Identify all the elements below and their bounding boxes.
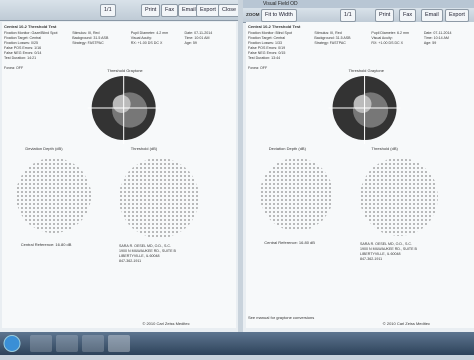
- chrome-icon[interactable]: [82, 335, 104, 352]
- graytone-title: Threshold Graytone: [107, 68, 143, 73]
- export-button[interactable]: Export: [196, 4, 220, 17]
- report-field: Time: 10:14 AM: [423, 36, 449, 40]
- explorer-icon[interactable]: [56, 335, 78, 352]
- window-title: Visual Field OD: [243, 0, 474, 8]
- right-window: Visual Field OD ZOOM Fit to Width 1/1 Pr…: [243, 0, 474, 332]
- graytone-title: Threshold Graytone: [348, 68, 384, 73]
- export-button[interactable]: Export: [445, 9, 469, 22]
- report-field: False NEG Errors: 0/15: [248, 51, 286, 55]
- report-field: Background: 31.5 ASB: [72, 36, 109, 40]
- taskbar-icons: [3, 335, 130, 352]
- address-line: LIBERTYVILLE, IL 60048: [119, 253, 160, 258]
- ie-icon[interactable]: [30, 335, 52, 352]
- address-line: 1900 N MILWAUKEE RD., SUITE B: [360, 246, 417, 251]
- zoom-label: ZOOM: [246, 12, 260, 17]
- start-button[interactable]: [3, 335, 21, 352]
- email-button[interactable]: Email: [421, 9, 443, 22]
- test-name: Central 10-2 Threshold Test: [4, 24, 57, 29]
- report-field: Strategy: FASTPAC: [72, 41, 104, 45]
- deviation-title: Deviation Depth (dB): [268, 146, 306, 151]
- report-field: RX: +1.00 DS DC X: [371, 41, 404, 45]
- report-field: Age: 59: [184, 41, 197, 45]
- deviation-title: Deviation Depth (dB): [25, 146, 63, 151]
- report-field: Fixation Target: Central: [4, 36, 42, 40]
- report-field: Background: 31.5 ASB: [314, 36, 351, 40]
- report: Central 10-2 Threshold Test Fixation Moni…: [2, 22, 236, 328]
- report-field: Fixation Losses: 1/33: [248, 41, 282, 45]
- report-field: Fixation Monitor: Blind Spot: [248, 31, 292, 35]
- report-field: Strategy: FASTPAC: [314, 41, 346, 45]
- report-field: Fixation Target: Central: [248, 36, 286, 40]
- toolbar: 1/1 Print Fax Email Export Close: [0, 0, 238, 21]
- address-line: SARA R. OESEL MD, O.D., S.C.: [360, 241, 412, 246]
- address-line: SARA R. OESEL MD, O.D., S.C.: [119, 243, 171, 248]
- report-field: Visual Acuity:: [130, 36, 152, 40]
- report-field: Pupil Diameter: 6.2 mm: [371, 31, 409, 35]
- report-field: Date: 07-11-2014: [184, 31, 213, 35]
- report-field: False NEG Errors: 0/14: [4, 51, 42, 55]
- close-button[interactable]: Close: [218, 4, 238, 17]
- page-indicator: 1/1: [100, 4, 116, 17]
- note: See manual for graytone conversions: [248, 315, 315, 320]
- report-field: Stimulus: III, Red: [72, 31, 100, 35]
- threshold-title: Threshold (dB): [130, 146, 158, 151]
- report-field: Fixation Monitor: Gaze/Blind Spot: [4, 31, 58, 35]
- print-button[interactable]: Print: [375, 9, 395, 22]
- footer: © 2010 Carl Zeiss Meditec: [142, 321, 190, 326]
- report-field: Stimulus: III, Red: [314, 31, 342, 35]
- report-field: False POS Errors: 0/19: [248, 46, 286, 50]
- address-line: LIBERTYVILLE, IL 60048: [360, 251, 401, 256]
- graytone-plot: [328, 72, 401, 144]
- threshold-title: Threshold (dB): [371, 146, 398, 151]
- test-name: Central 10-2 Threshold Test: [248, 24, 301, 29]
- report-field: Date: 07-11-2014: [423, 31, 452, 35]
- report: Central 10-2 Threshold Test Fixation Moni…: [246, 22, 474, 328]
- report-field: RX: +1.00 DS DC X: [130, 41, 163, 45]
- deviation-grid: [259, 158, 333, 231]
- report-field: Age: 59: [423, 41, 437, 45]
- address-line: 847-362-1911: [360, 256, 383, 261]
- print-button[interactable]: Print: [141, 4, 161, 17]
- central-reference: Central Reference: 16.80 dB: [264, 239, 315, 245]
- report-field: Visual Acuity:: [371, 36, 393, 40]
- report-field: Pupil Diameter: 4.2 mm: [130, 31, 169, 35]
- threshold-grid: [119, 158, 199, 238]
- address-line: 847-362-1911: [119, 258, 142, 263]
- footer: © 2010 Carl Zeiss Meditec: [382, 321, 430, 326]
- report-field: Test Duration: 13:44: [248, 56, 281, 60]
- report-field: Time: 10:01 AM: [184, 36, 210, 40]
- address-line: 1900 N MILWAUKEE RD., SUITE B: [119, 248, 176, 253]
- graytone-plot: [87, 72, 160, 144]
- report-field: False POS Errors: 1/16: [4, 46, 42, 50]
- toolbar: ZOOM Fit to Width 1/1 Print Fax Email Ex…: [243, 8, 474, 23]
- central-reference: Central Reference: 16.80 dB: [20, 241, 72, 247]
- page-indicator: 1/1: [340, 9, 356, 22]
- zoom-select[interactable]: Fit to Width: [261, 9, 297, 22]
- taskbar: [0, 332, 474, 355]
- fax-button[interactable]: Fax: [399, 9, 417, 22]
- report-field: Fovea: OFF: [4, 66, 24, 70]
- report-field: Fixation Losses: 0/25: [4, 41, 38, 45]
- report-field: Fovea: OFF: [248, 66, 268, 70]
- threshold-grid: [360, 158, 438, 236]
- deviation-grid: [16, 158, 91, 233]
- report-field: Test Duration: 14:21: [4, 56, 37, 60]
- left-window: 1/1 Print Fax Email Export Close Central…: [0, 0, 238, 332]
- fax-button[interactable]: Fax: [161, 4, 179, 17]
- app-icon[interactable]: [108, 335, 130, 352]
